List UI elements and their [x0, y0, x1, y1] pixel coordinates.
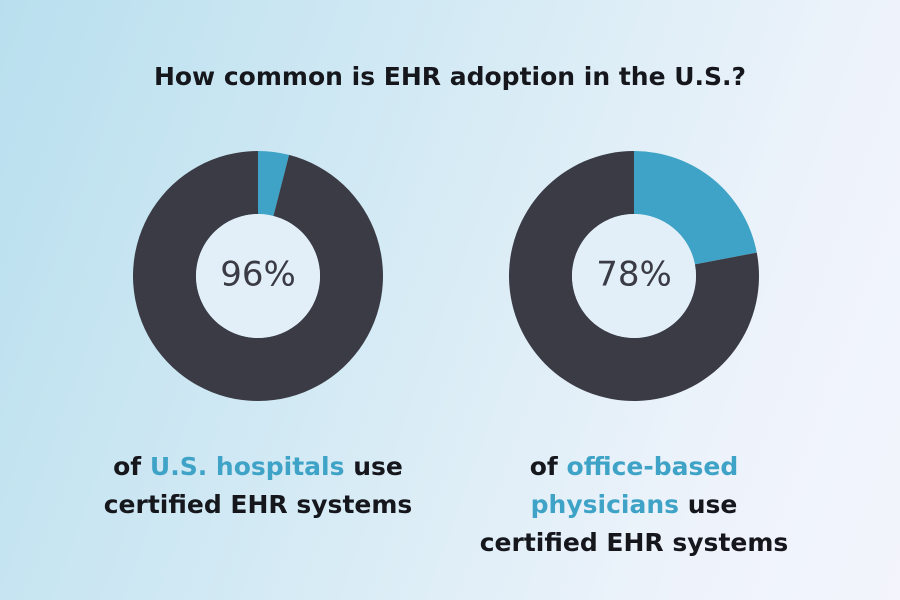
donut-segment	[258, 151, 290, 216]
caption-part: U.S. hospitals	[149, 452, 345, 481]
caption-part: use certified EHR systems	[479, 490, 789, 557]
caption-part: office-based physicians	[530, 452, 739, 519]
donut-hole	[572, 214, 696, 338]
donut-segment	[634, 151, 757, 265]
donut-segment	[508, 151, 759, 401]
caption: of U.S. hospitals use certified EHR syst…	[93, 448, 423, 524]
center-label: 78%	[596, 255, 672, 295]
caption-part: of	[113, 452, 142, 481]
center-label: 96%	[220, 255, 296, 295]
donut-hole	[196, 214, 320, 338]
donut-segment	[132, 151, 383, 401]
caption-part: use certified EHR systems	[103, 452, 413, 519]
title: How common is EHR adoption in the U.S.?	[154, 62, 746, 91]
caption: of office-based physicians use certified…	[474, 448, 794, 562]
caption-part: of	[529, 452, 558, 481]
